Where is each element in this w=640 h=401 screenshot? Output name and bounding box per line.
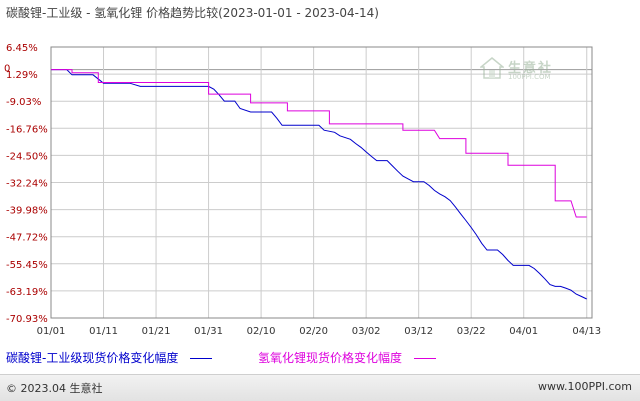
x-tick-label: 01/21 xyxy=(142,326,171,337)
y-tick-label: 1.29% xyxy=(6,70,38,81)
y-tick-label: -55.45% xyxy=(6,260,48,271)
y-tick-label: 6.45% xyxy=(6,43,38,54)
y-tick-label: -24.50% xyxy=(6,151,48,162)
series-line-2 xyxy=(51,69,587,218)
x-tick-label: 03/02 xyxy=(352,326,381,337)
legend-label-series-1: 碳酸锂-工业级现货价格变化幅度 xyxy=(6,351,179,365)
legend-swatch-series-1 xyxy=(190,358,213,359)
y-tick-label: -63.19% xyxy=(6,287,48,298)
y-tick-label: -47.72% xyxy=(6,233,48,244)
y-tick-label: -32.24% xyxy=(6,179,48,190)
legend-item-series-2: 氢氧化锂现货价格变化幅度 xyxy=(258,349,436,366)
x-tick-label: 03/22 xyxy=(457,326,486,337)
x-tick-label: 04/13 xyxy=(572,326,601,337)
x-tick-label: 02/20 xyxy=(299,326,328,337)
line-chart: 6.45% 1.29% -9.03% -16.76% -24.50% -32.24% -39… xyxy=(4,43,602,337)
legend-swatch-series-2 xyxy=(413,358,436,359)
x-tick-label: 01/01 xyxy=(37,326,66,337)
footer-bar: © 2023.04 生意社 www.100PPI.com xyxy=(0,374,640,401)
y-axis-ticks: 6.45% 1.29% -9.03% -16.76% -24.50% -32.24% -39… xyxy=(4,43,48,325)
x-axis-ticks: 01/01 01/11 01/21 01/31 02/10 02/20 03/02 03/12… xyxy=(37,326,602,337)
grid xyxy=(50,46,592,319)
y-tick-label: -16.76% xyxy=(6,124,48,135)
footer-website-link[interactable]: www.100PPI.com xyxy=(538,380,632,393)
legend-label-series-2: 氢氧化锂现货价格变化幅度 xyxy=(258,351,403,365)
legend-item-series-1: 碳酸锂-工业级现货价格变化幅度 xyxy=(6,349,213,366)
x-tick-label: 01/31 xyxy=(194,326,223,337)
watermark-logo: 生意社 100PPI.COM xyxy=(478,55,578,85)
x-tick-label: 04/01 xyxy=(509,326,538,337)
chart-title: 碳酸锂-工业级 - 氢氧化锂 价格趋势比较(2023-01-01 - 2023-… xyxy=(6,6,379,20)
series-lines xyxy=(51,69,587,300)
x-tick-label: 02/10 xyxy=(247,326,276,337)
plot-area xyxy=(50,46,593,319)
zero-label: 0 xyxy=(4,64,10,75)
series-line-1 xyxy=(51,69,587,300)
y-tick-label: -9.03% xyxy=(6,97,41,108)
x-tick-label: 01/11 xyxy=(89,326,118,337)
y-tick-label: -70.93% xyxy=(6,314,48,325)
x-tick-label: 03/12 xyxy=(404,326,433,337)
watermark-name: 生意社 xyxy=(508,61,554,76)
logo-house-icon xyxy=(480,57,504,79)
watermark-url: 100PPI.COM xyxy=(508,73,551,81)
y-tick-label: -39.98% xyxy=(6,206,48,217)
footer-copyright: © 2023.04 生意社 xyxy=(6,382,103,395)
